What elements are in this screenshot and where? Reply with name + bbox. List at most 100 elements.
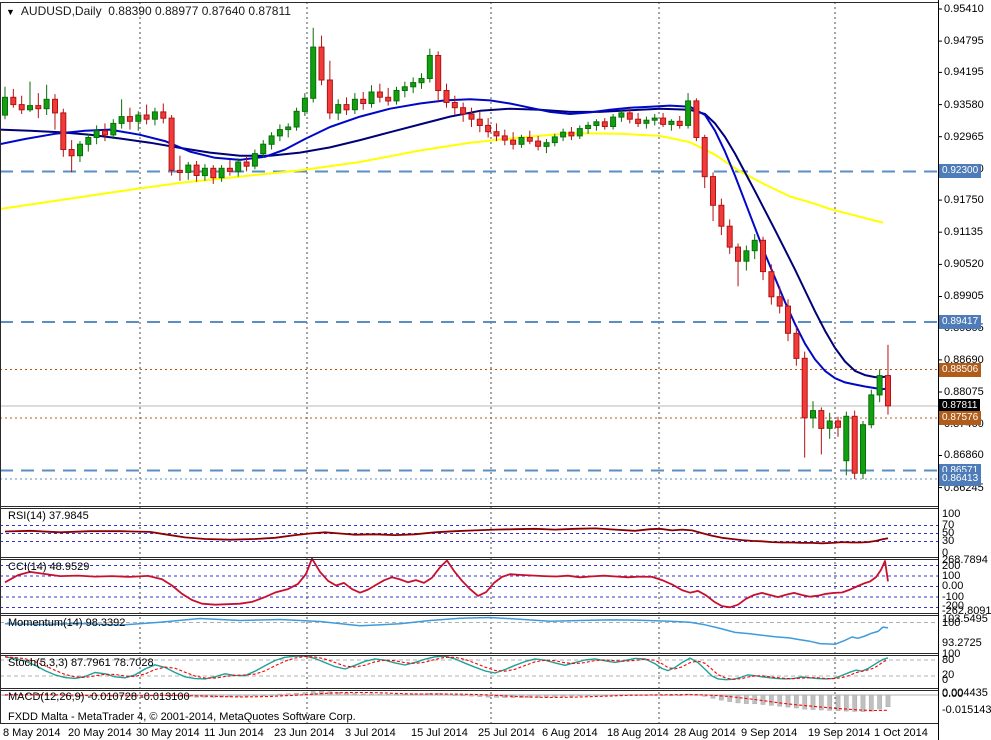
- candle-body: [835, 420, 841, 428]
- symbol-dropdown-icon[interactable]: ▼: [6, 7, 15, 17]
- candle-body: [876, 375, 883, 396]
- macd-histogram-bar: [402, 693, 408, 696]
- candle-body: [235, 161, 242, 172]
- candle-body: [635, 118, 642, 124]
- macd-histogram-bar: [252, 694, 258, 697]
- price-tick-label: 0.94195: [944, 66, 984, 78]
- candle-body: [576, 128, 583, 137]
- candle-body: [251, 153, 258, 167]
- price-level-tag: 0.89417: [939, 315, 982, 329]
- macd-histogram-bar: [277, 693, 283, 696]
- candle-body: [610, 116, 617, 127]
- time-axis-label[interactable]: 20 May 2014: [68, 727, 132, 739]
- cci-line: [4, 557, 889, 609]
- cci-axis-label: 0.00: [942, 580, 964, 592]
- candle-body: [468, 113, 475, 120]
- time-axis-label[interactable]: 11 Jun 2014: [204, 727, 264, 739]
- candle-body: [185, 164, 192, 173]
- time-axis-label[interactable]: 23 Jun 2014: [274, 727, 335, 739]
- candle-body: [243, 161, 250, 167]
- time-axis-label[interactable]: 18 Aug 2014: [607, 727, 669, 739]
- macd-axis-label: 0.00: [942, 688, 964, 700]
- candle-body: [726, 225, 733, 248]
- candle-body: [618, 112, 625, 118]
- candle-body: [85, 137, 92, 145]
- candle-body: [18, 104, 25, 111]
- candle-body: [718, 204, 725, 227]
- candle-body: [260, 143, 267, 155]
- time-axis-label[interactable]: 9 Sep 2014: [741, 727, 798, 739]
- candle-body: [218, 167, 225, 179]
- price-tick-label: 0.94795: [944, 35, 984, 47]
- candle-body: [426, 55, 433, 79]
- stoch-main-line: [4, 655, 889, 681]
- time-axis-label[interactable]: 15 Jul 2014: [411, 727, 468, 739]
- macd-histogram-bar: [35, 694, 41, 696]
- macd-histogram-bar: [852, 694, 858, 712]
- candle-body: [626, 112, 633, 120]
- macd-histogram-bar: [244, 694, 249, 697]
- cci-indicator-label: CCI(14) 48.9529: [8, 561, 90, 573]
- time-axis-label[interactable]: 28 Aug 2014: [674, 727, 736, 739]
- macd-histogram-bar: [710, 694, 716, 699]
- candle-body: [693, 100, 700, 138]
- macd-histogram-bar: [785, 694, 791, 708]
- macd-histogram-bar: [469, 694, 474, 697]
- time-axis-label[interactable]: 6 Aug 2014: [542, 727, 598, 739]
- candle-body: [110, 122, 117, 136]
- macd-histogram-bar: [727, 694, 733, 702]
- candle-body: [360, 98, 367, 105]
- macd-histogram-bar: [260, 694, 266, 697]
- candle-body: [743, 250, 750, 262]
- candle-body: [276, 129, 283, 137]
- candle-body: [676, 120, 683, 127]
- macd-histogram-bar: [485, 694, 491, 698]
- candle-body: [710, 176, 716, 206]
- candle-body: [2, 96, 8, 116]
- macd-indicator-label: MACD(12,26,9) -0.010728 -0.013100: [8, 691, 190, 703]
- candle-body: [168, 117, 175, 171]
- time-axis-label[interactable]: 1 Oct 2014: [874, 727, 928, 739]
- time-axis-label[interactable]: 25 Jul 2014: [478, 727, 535, 739]
- candle-body: [735, 246, 741, 262]
- candle-body: [751, 239, 758, 252]
- candle-body: [535, 140, 542, 147]
- candle-body: [768, 271, 775, 298]
- time-axis-label[interactable]: 3 Jul 2014: [345, 727, 396, 739]
- time-axis-label[interactable]: 30 May 2014: [136, 727, 200, 739]
- candle-body: [60, 112, 67, 150]
- candle-body: [27, 105, 33, 111]
- candle-body: [543, 142, 550, 147]
- cci-axis-label: -100: [942, 591, 965, 603]
- candle-body: [643, 119, 650, 124]
- macd-histogram-bar: [843, 694, 849, 712]
- candle-body: [826, 420, 833, 429]
- candle-body: [301, 97, 308, 112]
- macd-histogram-bar: [677, 694, 683, 697]
- rsi-axis-label: 70: [942, 519, 955, 531]
- copyright-text: FXDD Malta - MetaTrader 4, © 2001-2014, …: [8, 711, 356, 723]
- macd-histogram-bar: [560, 694, 566, 697]
- candle-body: [385, 96, 392, 102]
- candle-body: [818, 410, 825, 429]
- candle-body: [93, 130, 100, 138]
- candle-body: [201, 167, 208, 177]
- ma-slow-line: [0, 107, 891, 379]
- candle-body: [143, 114, 150, 120]
- macd-histogram-bar: [235, 694, 241, 697]
- chart-title: ▼ AUDUSD,Daily 0.88390 0.88977 0.87640 0.…: [6, 4, 291, 18]
- rsi-axis-label: 100: [942, 508, 961, 520]
- time-axis-label[interactable]: 19 Sep 2014: [808, 727, 871, 739]
- momentum-indicator-label: Momentum(14) 98.3392: [8, 617, 126, 629]
- price-level-tag: 0.87811: [939, 399, 981, 413]
- candle-body: [601, 121, 608, 128]
- price-tick-label: 0.91135: [944, 226, 983, 238]
- macd-histogram-bar: [369, 693, 374, 696]
- candle-body: [326, 79, 333, 114]
- chart-title-ohlc: 0.88390 0.88977 0.87640 0.87811: [108, 4, 291, 18]
- price-tick-label: 0.95410: [944, 3, 984, 15]
- time-axis-label[interactable]: 8 May 2014: [3, 727, 61, 739]
- macd-histogram-bar: [818, 694, 824, 711]
- candle-body: [376, 91, 383, 98]
